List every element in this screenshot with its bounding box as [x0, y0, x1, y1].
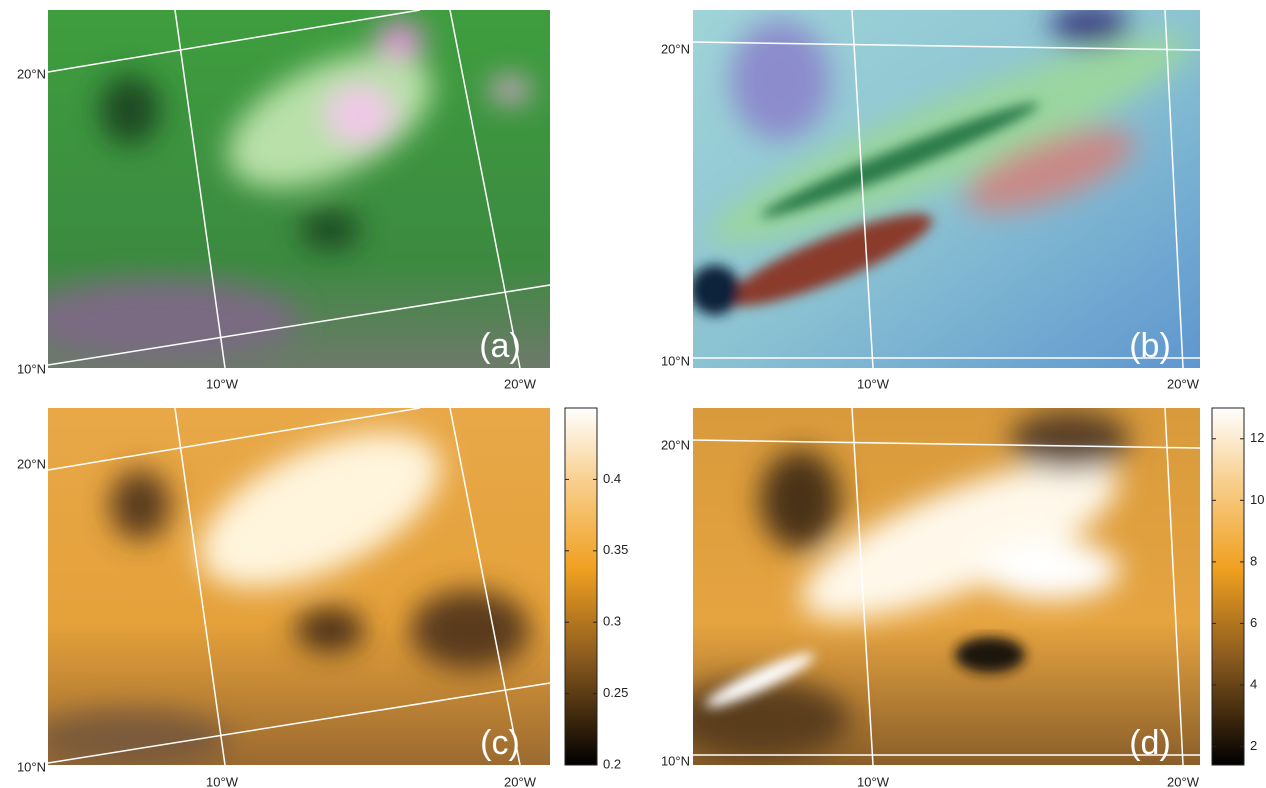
lon-label: 10°W [857, 774, 890, 788]
colorbar [565, 408, 597, 765]
colorbar-tick-label: 0.2 [603, 756, 621, 771]
lat-label: 10°N [17, 361, 46, 376]
colorbar [1212, 408, 1244, 765]
colorbar-tick-label: 2 [1250, 738, 1257, 753]
lon-label: 20°W [1167, 376, 1200, 391]
colorbar-tick-label: 0.4 [603, 471, 621, 486]
panel-letter: (a) [479, 327, 521, 365]
colorbar-tick-label: 12 [1250, 430, 1264, 445]
image-d [670, 408, 1200, 765]
panel-letter: (c) [480, 724, 520, 762]
lon-label: 20°W [1167, 774, 1200, 788]
lat-label: 10°N [661, 353, 690, 368]
figure: 20°N10°N10°W20°W(a)20°N10°N10°W20°W(b)20… [0, 0, 1266, 788]
lon-label: 10°W [857, 376, 890, 391]
image-b [690, 5, 1206, 368]
lat-label: 20°N [661, 437, 690, 452]
colorbar-tick-label: 4 [1250, 676, 1257, 691]
colorbar-tick-label: 0.3 [603, 614, 621, 629]
lat-label: 20°N [17, 66, 46, 81]
image-c [30, 401, 550, 770]
colorbar-tick-label: 8 [1250, 553, 1257, 568]
lat-label: 10°N [17, 759, 46, 774]
panel-letter: (b) [1129, 327, 1171, 365]
lon-label: 20°W [504, 774, 537, 788]
lon-label: 10°W [206, 774, 239, 788]
colorbar-tick-label: 0.35 [603, 542, 628, 557]
colorbar-tick-label: 6 [1250, 615, 1257, 630]
colorbar-tick-label: 10 [1250, 492, 1264, 507]
colorbar-tick-label: 0.25 [603, 685, 628, 700]
lat-label: 10°N [661, 753, 690, 768]
lon-label: 10°W [206, 376, 239, 391]
panel-letter: (d) [1129, 724, 1171, 762]
lat-label: 20°N [661, 41, 690, 56]
lat-label: 20°N [17, 456, 46, 471]
lon-label: 20°W [504, 376, 537, 391]
